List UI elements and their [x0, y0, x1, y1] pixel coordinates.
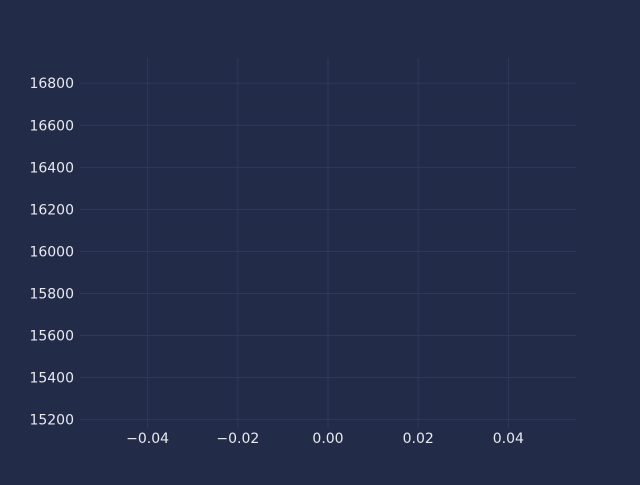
- y-tick-label: 16600: [29, 118, 74, 134]
- x-tick-label: 0.02: [403, 431, 434, 447]
- y-tick-label: 15200: [29, 413, 74, 429]
- y-tick-label: 15800: [29, 286, 74, 302]
- y-tick-label: 16200: [29, 202, 74, 218]
- x-axis-tick-labels: −0.04 −0.02 0.00 0.02 0.04: [126, 431, 524, 447]
- x-tick-label: 0.00: [312, 431, 343, 447]
- y-tick-label: 16400: [29, 160, 74, 176]
- y-axis-tick-labels: 15200 15400 15600 15800 16000 16200 16400 16600…: [29, 76, 74, 428]
- grid-lines: [80, 58, 576, 428]
- x-tick-label: −0.04: [126, 431, 169, 447]
- y-tick-label: 16000: [29, 244, 74, 260]
- y-tick-label: 15400: [29, 371, 74, 387]
- x-tick-label: −0.02: [216, 431, 259, 447]
- x-tick-label: 0.04: [493, 431, 524, 447]
- y-tick-label: 15600: [29, 329, 74, 345]
- y-tick-label: 16800: [29, 76, 74, 92]
